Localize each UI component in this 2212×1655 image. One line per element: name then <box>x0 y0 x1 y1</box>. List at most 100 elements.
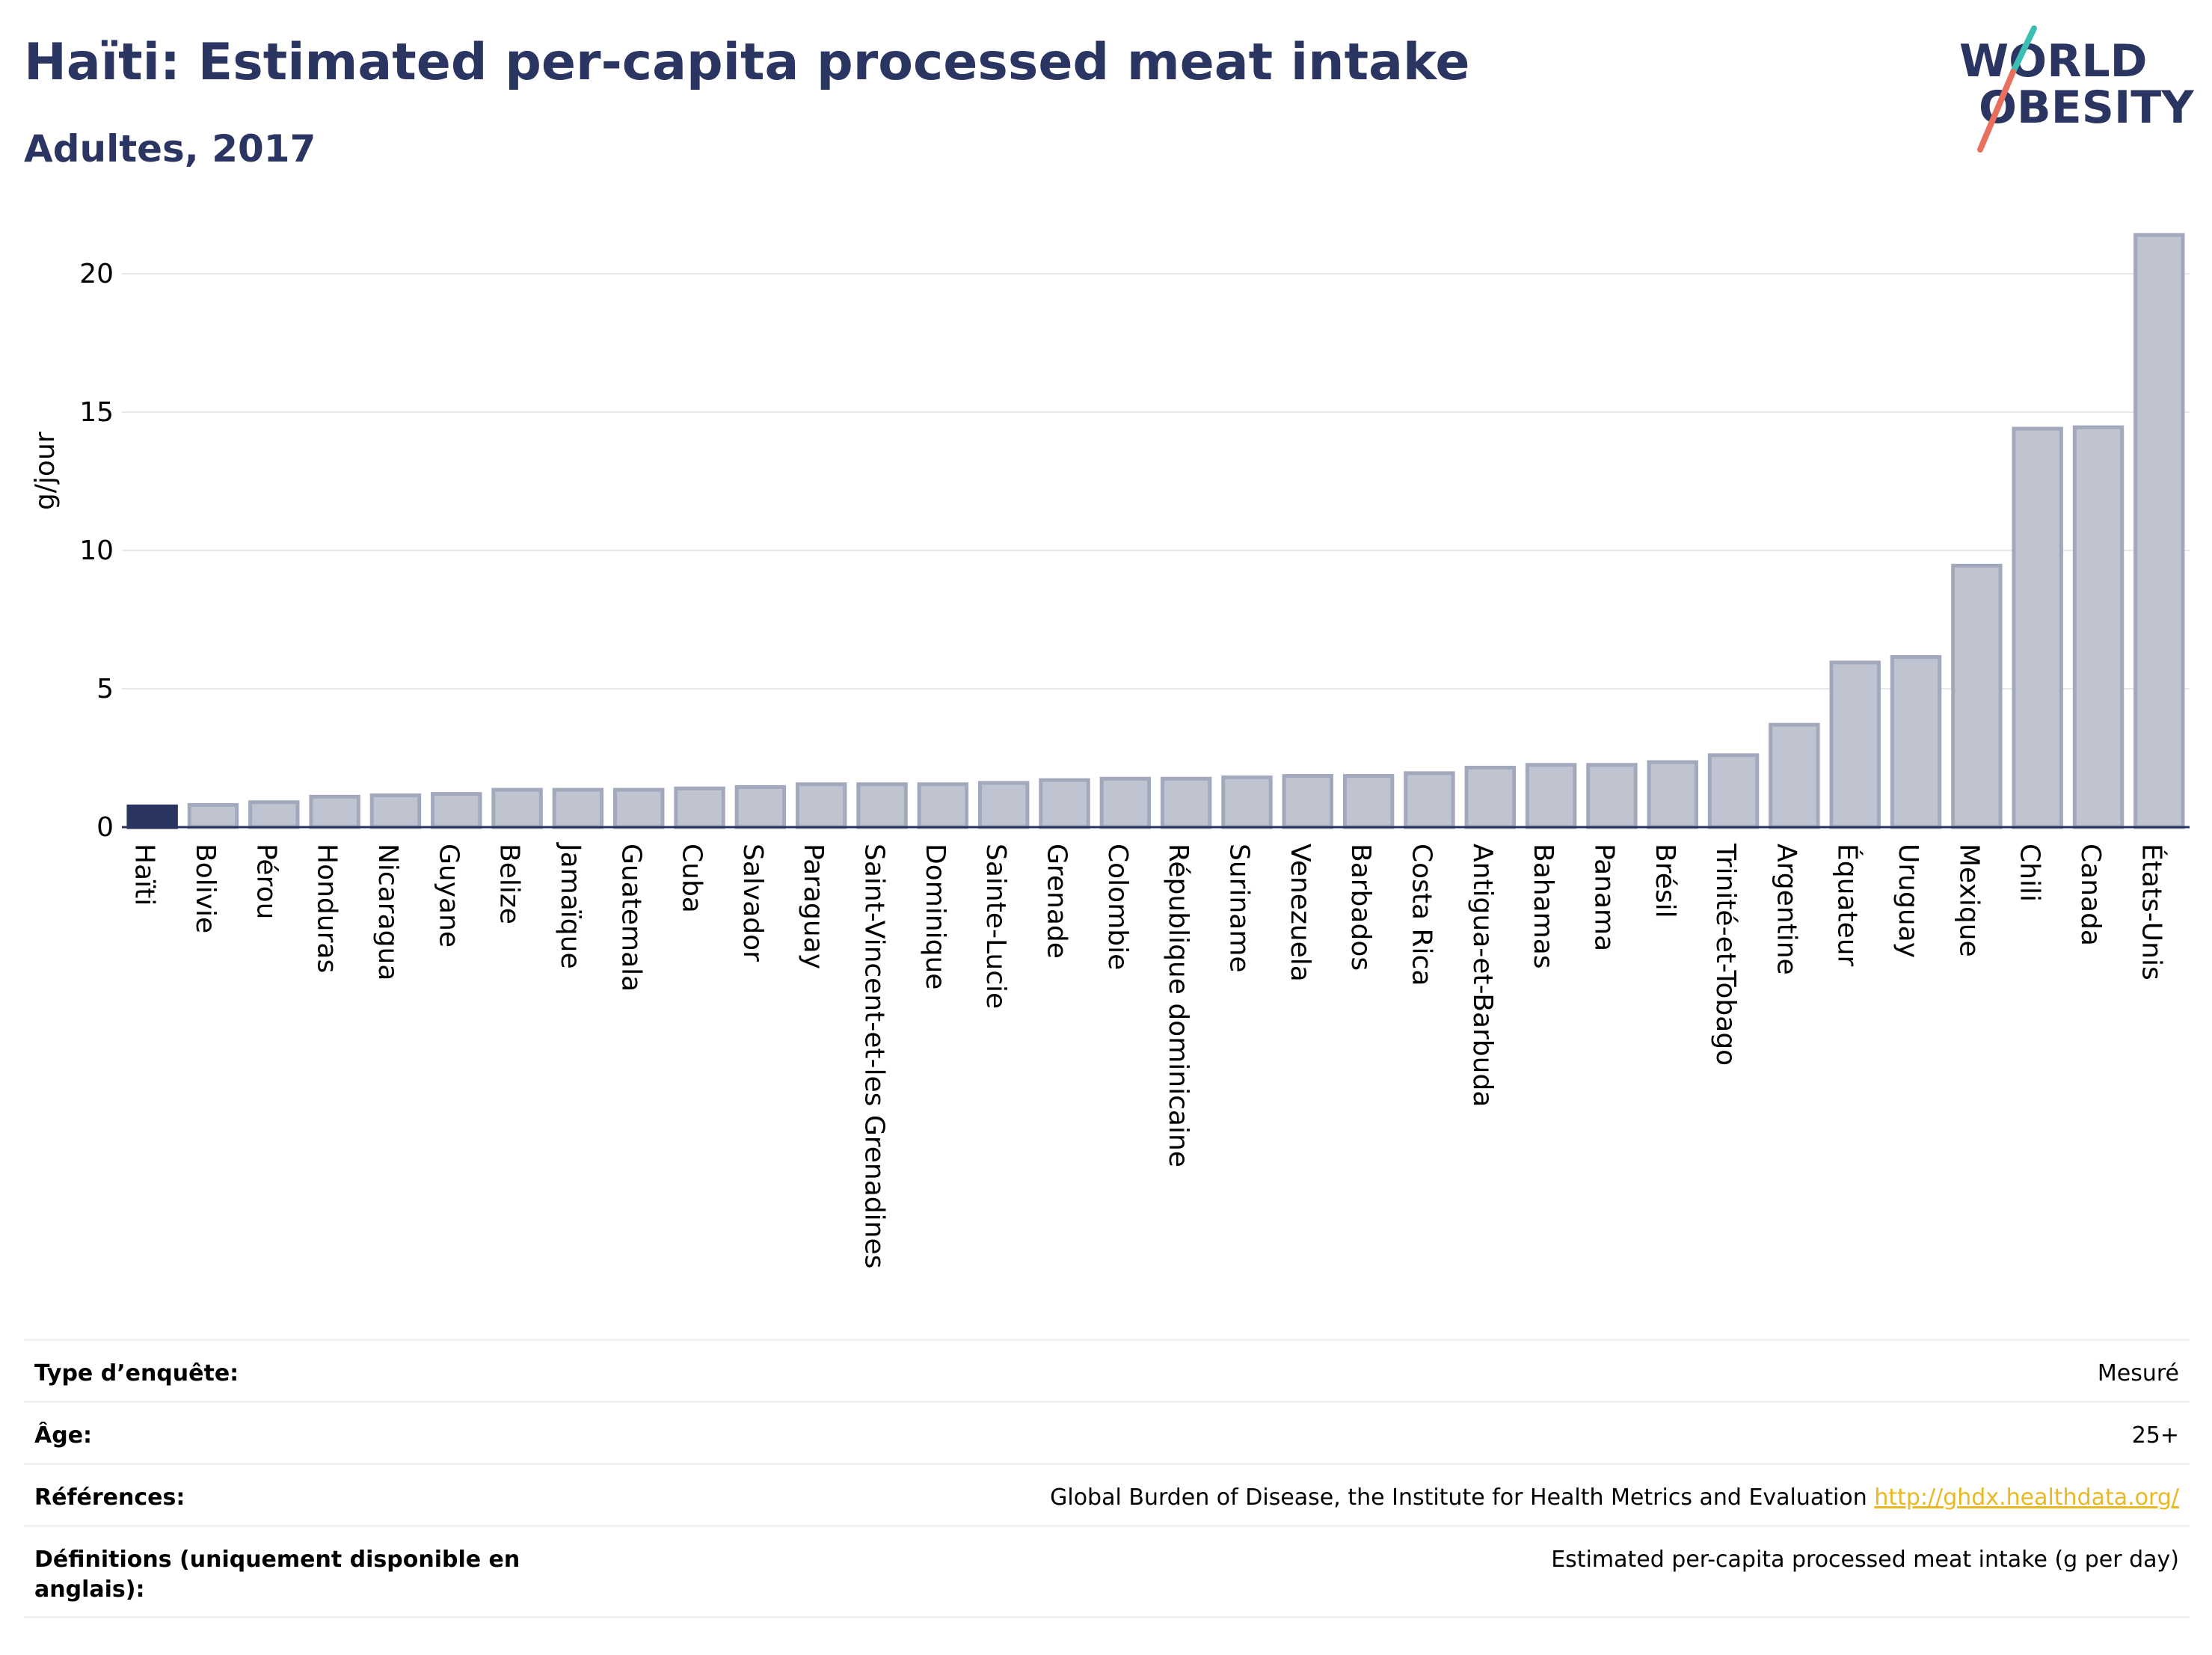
world-obesity-logo: WORLD OBESITY <box>1959 25 2195 153</box>
logo-text-obesity: OBESITY <box>1979 82 2195 134</box>
y-axis-ticks: 0 5 10 15 20 <box>79 259 114 843</box>
grid-lines <box>122 273 2190 690</box>
bar-guatemala <box>613 787 665 829</box>
x-tick-label: Paraguay <box>798 844 829 969</box>
bar-mexique <box>1951 563 2003 829</box>
bar-salvador <box>734 784 787 829</box>
y-tick-label: 5 <box>96 674 114 704</box>
x-tick-label: Bahamas <box>1528 844 1558 969</box>
info-table: Type d’enquête: Mesuré Âge: 25+ Référenc… <box>24 1339 2190 1618</box>
x-tick-label: Mexique <box>1953 844 1984 957</box>
y-axis-label: g/jour <box>30 432 61 510</box>
info-value-references: Global Burden of Disease, the Institute … <box>1050 1483 2179 1513</box>
bar-saint-vincent-et-les-grenadines <box>856 782 908 829</box>
x-tick-label: Chili <box>2015 844 2045 902</box>
info-label-definitions: Définitions (uniquement disponible en an… <box>34 1547 520 1603</box>
info-label-references: Références: <box>34 1484 185 1511</box>
x-tick-label: Panama <box>1588 844 1619 951</box>
y-tick-label: 15 <box>79 397 114 428</box>
x-tick-label: Bolivie <box>190 844 221 933</box>
bars <box>126 233 2185 829</box>
bar-venezuela <box>1282 774 1334 829</box>
x-tick-label: Antigua-et-Barbuda <box>1467 844 1498 1107</box>
bar-bahamas <box>1525 763 1577 829</box>
bar-équateur <box>1829 660 1881 829</box>
bar-dominique <box>917 782 969 829</box>
logo-slash-coral <box>1977 69 2016 153</box>
x-tick-label: Dominique <box>920 844 950 989</box>
bar-barbados <box>1342 774 1395 829</box>
bar-grenade <box>1039 778 1090 829</box>
x-tick-label: Belize <box>494 844 525 924</box>
bar-chart: 0 5 10 15 20 Haïti Bolivie Pérou Honduras Nicara… <box>30 233 2190 1268</box>
bar-belize <box>491 787 543 829</box>
bar-paraguay <box>796 782 847 829</box>
chart-subtitle: Adultes, 2017 <box>24 127 316 171</box>
x-tick-label: Sainte-Lucie <box>980 844 1011 1009</box>
x-tick-label: Canada <box>2075 844 2106 946</box>
x-axis-labels: Haïti Bolivie Pérou Honduras Nicaragua Guyane… <box>129 842 2168 1268</box>
bar-cuba <box>674 786 725 829</box>
x-tick-label: Venezuela <box>1285 844 1315 982</box>
info-row-survey-type: Type d’enquête: Mesuré <box>24 1339 2190 1401</box>
x-tick-label: Honduras <box>312 844 342 973</box>
bar-haïti <box>126 804 178 829</box>
bar-chili <box>2012 426 2063 829</box>
bar-nicaragua <box>369 793 422 829</box>
x-tick-label: Colombie <box>1102 844 1133 970</box>
info-value-definitions: Estimated per-capita processed meat inta… <box>1551 1547 2179 1573</box>
bar-république-dominicaine <box>1160 776 1212 829</box>
bar-bolivie <box>187 802 239 829</box>
bar-colombie <box>1099 776 1152 829</box>
x-tick-label: Jamaïque <box>555 842 586 969</box>
y-tick-label: 20 <box>79 259 114 289</box>
x-tick-label: Pérou <box>251 844 281 919</box>
info-value-survey-type: Mesuré <box>2097 1360 2179 1387</box>
x-tick-label: Nicaragua <box>372 844 403 980</box>
x-tick-label: Cuba <box>677 844 707 913</box>
x-tick-label: Barbados <box>1345 844 1376 971</box>
bar-antigua-et-barbuda <box>1464 765 1516 829</box>
bar-brésil <box>1647 760 1698 829</box>
x-tick-label: Équateur <box>1832 844 1864 967</box>
x-tick-label: Costa Rica <box>1406 844 1437 986</box>
bar-argentine <box>1769 722 1820 829</box>
bar-suriname <box>1221 775 1273 829</box>
info-row-references: Références: Global Burden of Disease, th… <box>24 1463 2190 1525</box>
bar-canada <box>2072 425 2125 829</box>
x-tick-label: Trinité-et-Tobago <box>1710 843 1741 1066</box>
x-tick-label: Saint-Vincent-et-les Grenadines <box>859 844 890 1268</box>
info-label-survey-type: Type d’enquête: <box>34 1360 239 1387</box>
reference-text: Global Burden of Disease, the Institute … <box>1050 1484 1867 1511</box>
x-tick-label: République dominicaine <box>1163 844 1193 1167</box>
bar-costa-rica <box>1404 771 1455 829</box>
bar-états-unis <box>2133 233 2185 829</box>
info-row-age: Âge: 25+ <box>24 1401 2190 1463</box>
bar-sainte-lucie <box>977 781 1030 829</box>
bar-panama <box>1586 763 1638 829</box>
x-tick-label: Argentine <box>1771 844 1801 975</box>
bar-pérou <box>248 800 300 829</box>
bar-guyane <box>431 792 482 829</box>
x-tick-label: Suriname <box>1223 844 1254 973</box>
bar-jamaïque <box>552 787 604 829</box>
y-tick-label: 0 <box>96 812 114 843</box>
x-tick-label: Guatemala <box>615 844 646 992</box>
logo-slash-teal <box>2010 25 2037 75</box>
bar-trinité-et-tobago <box>1707 753 1760 829</box>
x-tick-label: Haïti <box>129 844 160 906</box>
y-tick-label: 10 <box>79 535 114 566</box>
reference-link[interactable]: http://ghdx.healthdata.org/ <box>1874 1484 2179 1511</box>
x-tick-label: Brésil <box>1650 844 1680 918</box>
x-tick-label: Salvador <box>737 844 768 962</box>
bar-uruguay <box>1890 654 1942 829</box>
chart-title: Haïti: Estimated per-capita processed me… <box>24 33 1470 92</box>
bar-honduras <box>309 794 360 829</box>
x-tick-label: États-Unis <box>2136 844 2167 980</box>
info-value-age: 25+ <box>2131 1422 2179 1449</box>
logo-text-world: WORLD <box>1959 35 2147 87</box>
info-label-age: Âge: <box>34 1422 93 1449</box>
x-tick-label: Guyane <box>433 844 464 948</box>
x-tick-label: Grenade <box>1042 844 1072 959</box>
x-tick-label: Uruguay <box>1893 844 1923 958</box>
